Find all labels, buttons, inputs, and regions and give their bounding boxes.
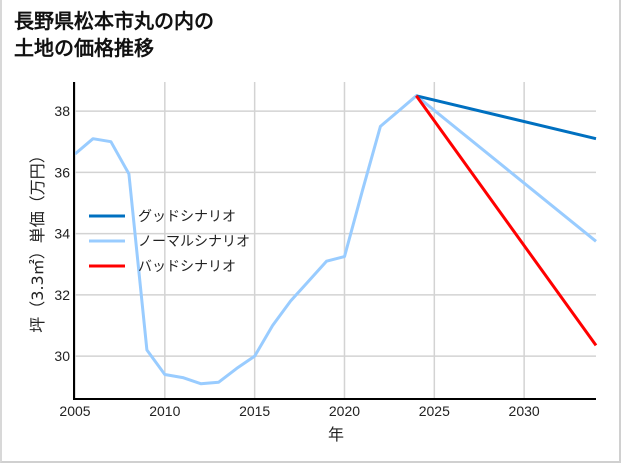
x-axis-label: 年 (328, 425, 344, 444)
x-tick-label: 2020 (329, 403, 360, 419)
y-axis-label: 坪（3.3㎡）単価（万円） (28, 147, 47, 332)
chart-title: 長野県松本市丸の内の 土地の価格推移 (14, 9, 214, 60)
y-tick-label: 36 (54, 164, 70, 180)
series-line-2 (415, 94, 598, 347)
series-line-1 (74, 94, 597, 386)
legend-label: バッドシナリオ (138, 259, 236, 275)
series-line-0 (415, 94, 597, 141)
legend-label: グッドシナリオ (138, 209, 236, 225)
x-tick-label: 2010 (149, 403, 180, 419)
x-tick-label: 2005 (59, 403, 90, 419)
series-lines (74, 94, 598, 386)
x-tick-label: 2015 (239, 403, 270, 419)
legend-label: ノーマルシナリオ (138, 234, 250, 250)
y-tick-label: 34 (54, 226, 70, 242)
x-tick-label: 2030 (509, 403, 540, 419)
y-tick-label: 30 (54, 348, 70, 364)
x-tick-label: 2025 (419, 403, 450, 419)
y-tick-label: 32 (54, 287, 70, 303)
y-tick-label: 38 (54, 103, 70, 119)
gridlines (74, 82, 596, 399)
tick-labels: 2005 2010 2015 2020 2025 2030 30 32 34 36 38 (54, 103, 539, 419)
axes (73, 82, 596, 400)
